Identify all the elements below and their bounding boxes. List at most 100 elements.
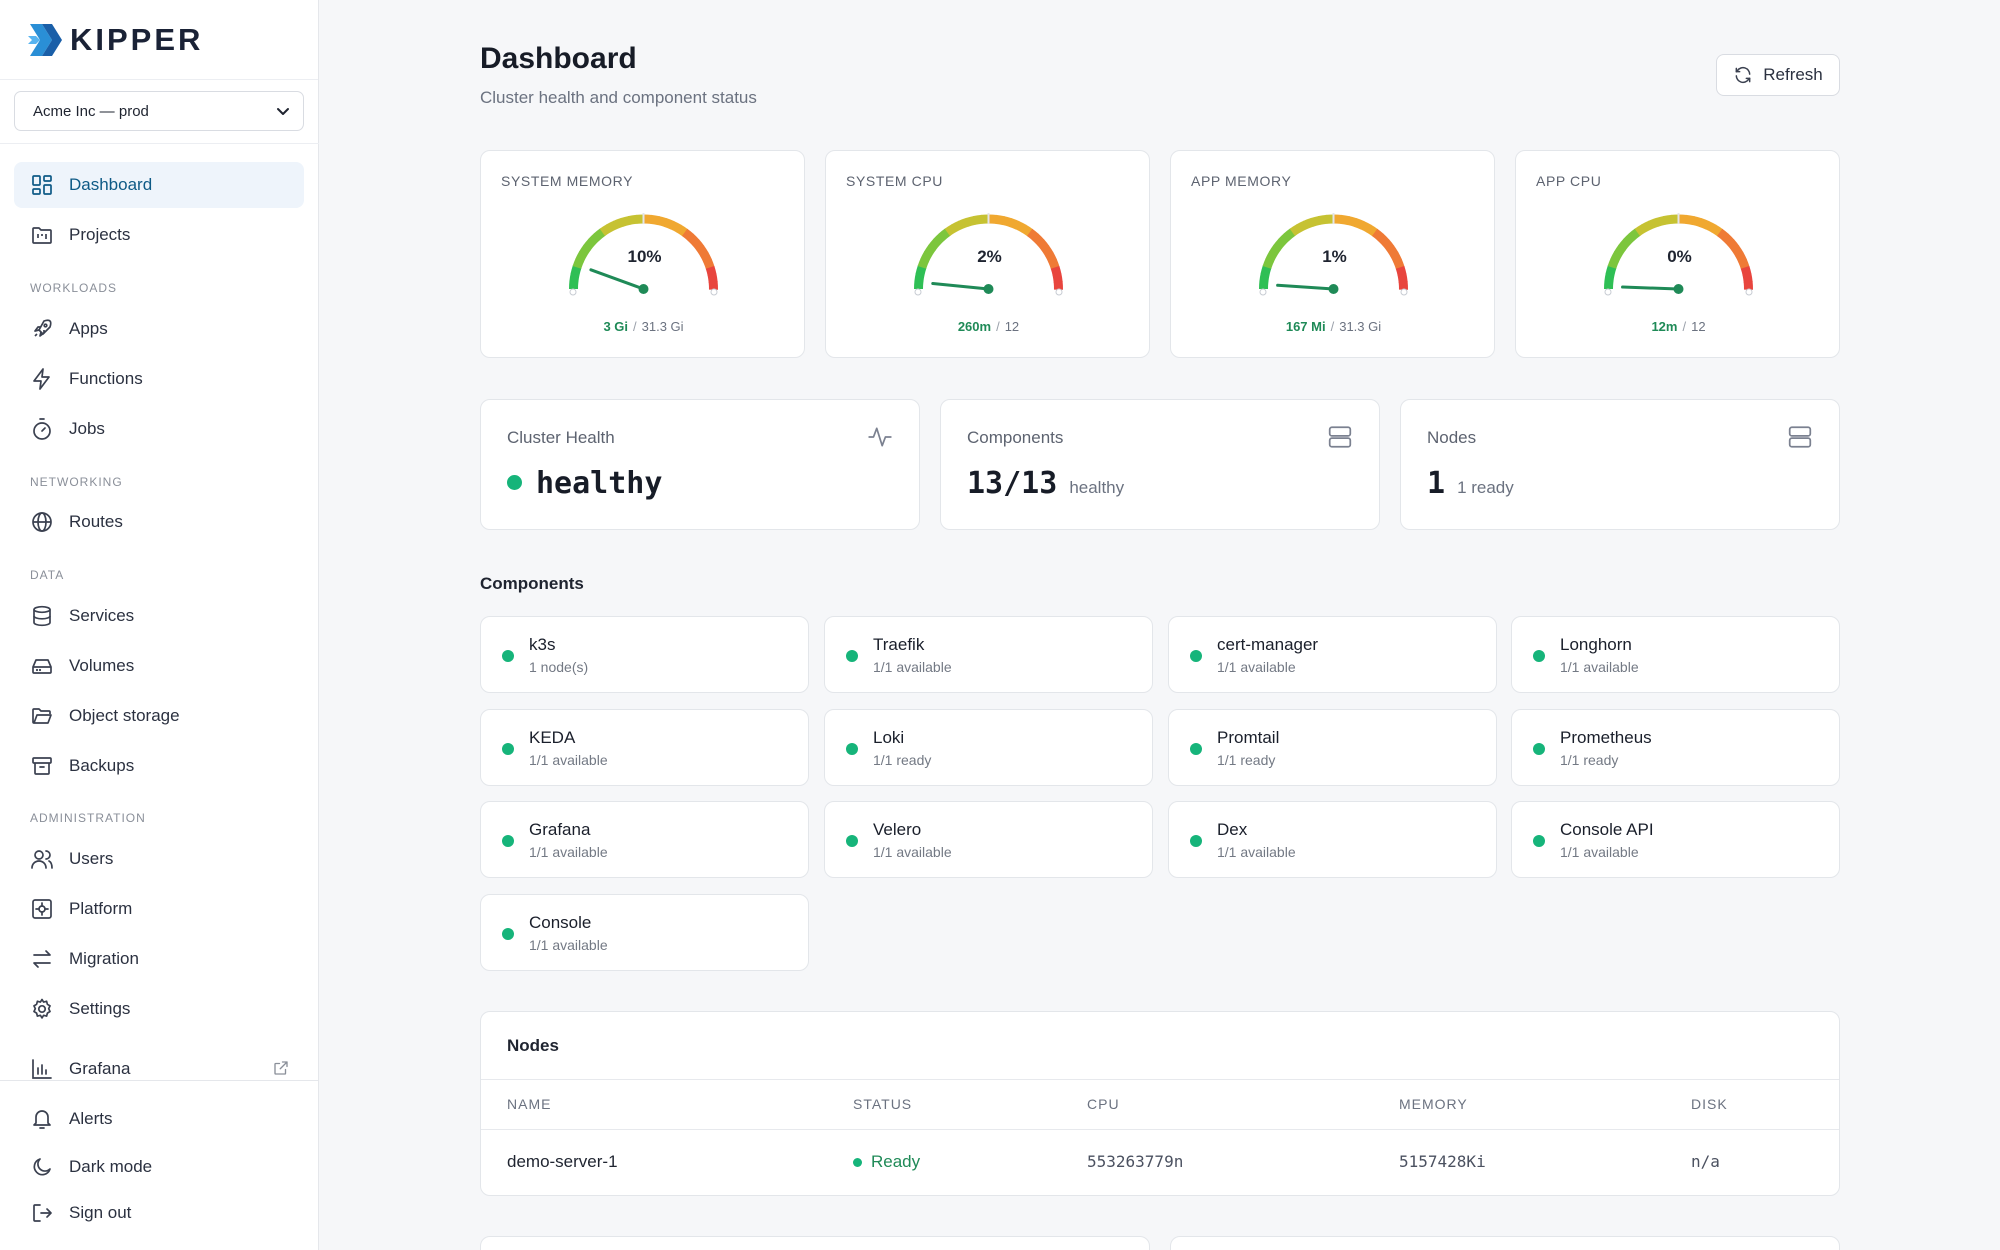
component-card[interactable]: Longhorn 1/1 available	[1511, 616, 1840, 693]
component-card[interactable]: Dex 1/1 available	[1168, 801, 1497, 878]
gauge-arc-segment	[569, 272, 580, 283]
gauge-card-app-memory: APP MEMORY 1% 167 Mi / 31.3 Gi	[1170, 150, 1495, 358]
org-select[interactable]: Acme Inc — prod	[14, 91, 304, 131]
gauge-end-cap	[914, 288, 922, 296]
gauge-used: 12m	[1651, 319, 1678, 334]
stat-title: Components	[967, 428, 1064, 447]
component-card[interactable]: Grafana 1/1 available	[480, 801, 809, 878]
gauge-arc-segment	[670, 220, 682, 233]
sidebar-item-alerts[interactable]: Alerts	[14, 1096, 304, 1142]
sidebar-item-routes[interactable]: Routes	[14, 499, 304, 545]
component-card[interactable]: Console 1/1 available	[480, 894, 809, 971]
stat-value: 1 1 ready	[1427, 466, 1514, 501]
sidebar-item-apps[interactable]: Apps	[14, 306, 304, 352]
gauge-arc-segment	[705, 265, 717, 277]
gauge-end-cap	[710, 288, 718, 296]
sign-out-button[interactable]: Sign out	[14, 1190, 304, 1236]
gauge-arc-segment	[965, 215, 976, 227]
gauge-arc-segment	[1260, 265, 1272, 276]
component-card[interactable]: Traefik 1/1 available	[824, 616, 1153, 693]
component-name: Grafana	[529, 820, 591, 839]
sidebar-item-label: Jobs	[69, 419, 105, 438]
component-card[interactable]: Loki 1/1 ready	[824, 709, 1153, 786]
sidebar-item-volumes[interactable]: Volumes	[14, 643, 304, 689]
archive-icon	[30, 754, 54, 778]
globe-icon	[30, 510, 54, 534]
status-dot	[1533, 650, 1545, 662]
gauge-arc-segment	[1050, 265, 1062, 277]
gauge-arc-segment	[1360, 220, 1372, 233]
server-icon	[1788, 426, 1812, 448]
nodes-summary-card: Nodes 1 1 ready	[1400, 399, 1840, 530]
status-dot	[846, 835, 858, 847]
gauge-arc-segment	[1289, 224, 1302, 237]
sidebar-item-users[interactable]: Users	[14, 836, 304, 882]
gauge-arc-segment	[1026, 228, 1039, 241]
gauge-arc-segment	[1310, 215, 1321, 227]
sidebar-item-backups[interactable]: Backups	[14, 743, 304, 789]
gauge-percent: 2%	[977, 247, 1002, 266]
brand[interactable]: KIPPER	[0, 0, 318, 80]
sidebar-item-functions[interactable]: Functions	[14, 356, 304, 402]
component-card[interactable]: k3s 1 node(s)	[480, 616, 809, 693]
gauge-arc-segment	[1283, 228, 1296, 241]
divider	[481, 1079, 1839, 1080]
sidebar-item-projects[interactable]: Projects	[14, 212, 304, 258]
component-name: Traefik	[873, 635, 925, 654]
gauge-percent: 0%	[1667, 247, 1692, 266]
component-card[interactable]: cert-manager 1/1 available	[1168, 616, 1497, 693]
stat-value: healthy	[507, 466, 662, 501]
component-card[interactable]: Velero 1/1 available	[824, 801, 1153, 878]
nodes-count: 1	[1427, 466, 1446, 501]
component-card[interactable]: Promtail 1/1 ready	[1168, 709, 1497, 786]
component-name: cert-manager	[1217, 635, 1319, 654]
brand-name: KIPPER	[70, 21, 204, 57]
dark-mode-toggle[interactable]: Dark mode	[14, 1144, 304, 1190]
stat-title: Cluster Health	[507, 428, 615, 447]
sidebar-item-grafana[interactable]: Grafana	[14, 1046, 304, 1092]
column-header: DISK	[1691, 1096, 1728, 1112]
refresh-button[interactable]: Refresh	[1716, 54, 1840, 96]
gauge-arc-segment	[1015, 220, 1027, 233]
gauge-arc-segment	[914, 272, 925, 283]
component-card[interactable]: KEDA 1/1 available	[480, 709, 809, 786]
component-name: KEDA	[529, 728, 576, 747]
gauge-arc-segment	[1648, 217, 1659, 230]
sidebar-item-settings[interactable]: Settings	[14, 986, 304, 1032]
gauge-needle-hub	[638, 284, 649, 294]
gauge-arc-segment	[938, 228, 951, 241]
gauge-arc-segment	[1347, 216, 1358, 227]
moon-icon	[30, 1155, 54, 1179]
arrows-left-right-icon	[30, 947, 54, 971]
gauge-arc-segment	[687, 233, 700, 246]
gauge-arc-segment	[613, 217, 624, 230]
sidebar-item-services[interactable]: Services	[14, 593, 304, 639]
component-status: 1/1 available	[529, 844, 608, 860]
gauge-arc-segment	[1685, 214, 1695, 226]
component-card[interactable]: Console API 1/1 available	[1511, 801, 1840, 878]
sidebar-item-label: Dashboard	[69, 175, 153, 194]
gauge-used: 167 Mi	[1285, 319, 1326, 334]
gauge-arc-segment	[599, 224, 612, 237]
activity-icon	[868, 427, 892, 447]
gauge-needle-hub	[1328, 284, 1339, 294]
component-status: 1/1 ready	[1560, 752, 1619, 768]
component-card[interactable]: Prometheus 1/1 ready	[1511, 709, 1840, 786]
gauge-end-cap	[1055, 288, 1063, 296]
gauge-separator: /	[1330, 319, 1335, 334]
folder-kanban-icon	[30, 223, 54, 247]
gauge-needle	[589, 268, 645, 291]
component-name: Dex	[1217, 820, 1248, 839]
component-name: Console	[529, 913, 592, 932]
sidebar-item-object-storage[interactable]: Object storage	[14, 693, 304, 739]
sidebar-item-jobs[interactable]: Jobs	[14, 406, 304, 452]
sidebar-item-dashboard[interactable]: Dashboard	[14, 162, 304, 208]
sidebar-item-label: Services	[69, 606, 135, 625]
sidebar-item-platform[interactable]: Platform	[14, 886, 304, 932]
gauge-total: 31.3 Gi	[641, 319, 684, 334]
chevron-down-icon	[277, 108, 289, 115]
sidebar-item-migration[interactable]: Migration	[14, 936, 304, 982]
gauge-arc-segment	[657, 216, 668, 227]
gauge-title: SYSTEM MEMORY	[501, 173, 634, 189]
gauge-arc-segment	[663, 218, 675, 230]
